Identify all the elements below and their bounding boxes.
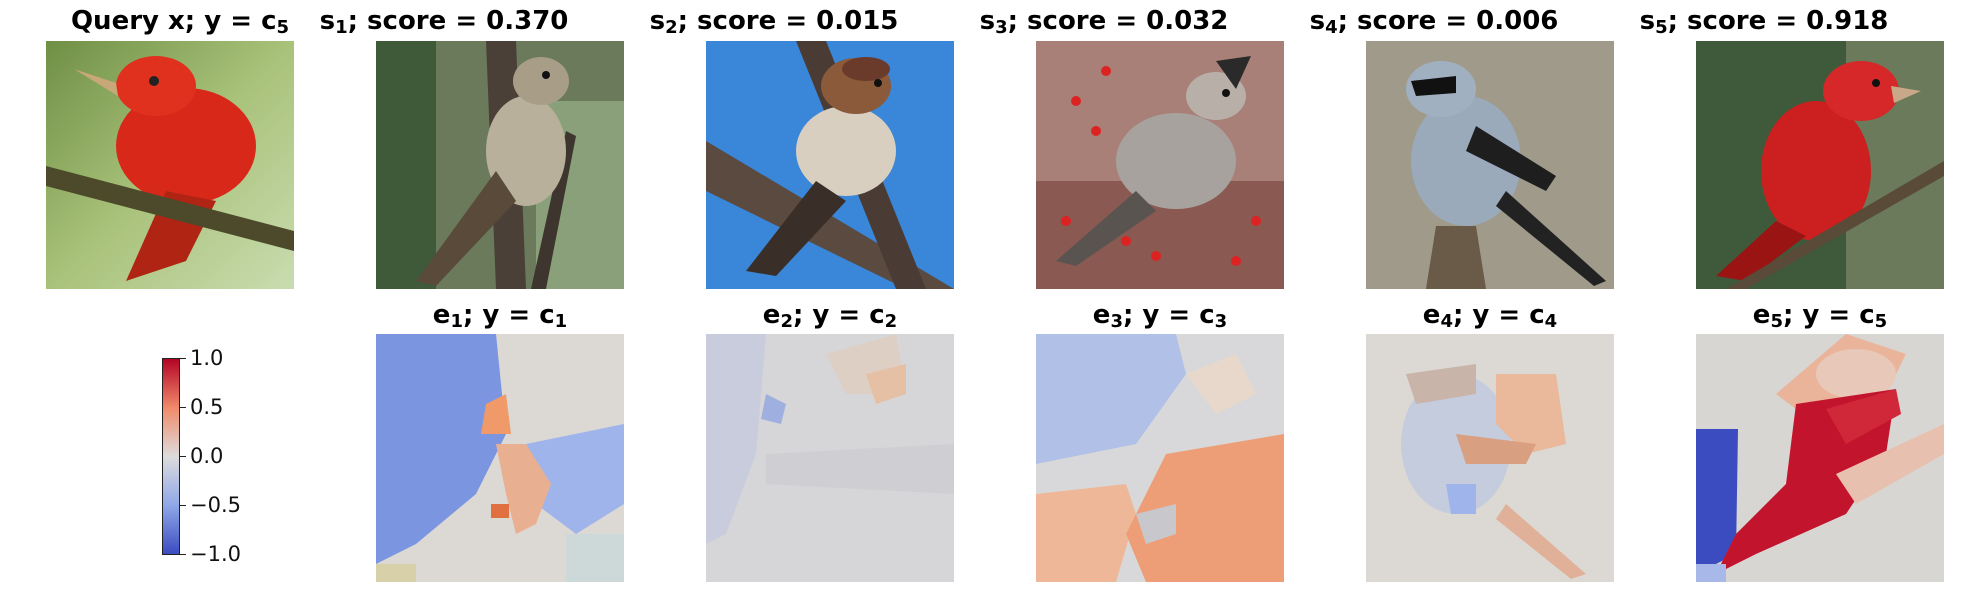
explanation-title-4: e4; y = c4 bbox=[1422, 300, 1558, 332]
source-title-1: s1; score = 0.370 bbox=[319, 6, 569, 38]
colorbar-tick bbox=[180, 505, 186, 506]
colorbar-label: 1.0 bbox=[190, 346, 224, 370]
explanation-map-3 bbox=[1036, 334, 1284, 582]
source-title-5: s5; score = 0.918 bbox=[1639, 6, 1889, 38]
flycatcher-bird-icon bbox=[376, 41, 624, 289]
colorbar bbox=[162, 358, 180, 555]
source-image-3 bbox=[1036, 41, 1284, 289]
explanation-map-1 bbox=[376, 334, 624, 582]
explanation-title-2: e2; y = c2 bbox=[762, 300, 898, 332]
source-title-3: s3; score = 0.032 bbox=[979, 6, 1229, 38]
explanation-title-1: e1; y = c1 bbox=[432, 300, 568, 332]
query-image bbox=[46, 41, 294, 289]
query-title: Query x; y = c5 bbox=[70, 6, 290, 38]
source-image-1 bbox=[376, 41, 624, 289]
colorbar-label: −1.0 bbox=[190, 542, 241, 566]
colorbar-label: 0.0 bbox=[190, 444, 224, 468]
explanation-map-2 bbox=[706, 334, 954, 582]
colorbar-label: −0.5 bbox=[190, 493, 241, 517]
source-image-5 bbox=[1696, 41, 1944, 289]
red-tanager-bird-icon bbox=[1696, 41, 1944, 289]
explanation-title-3: e3; y = c3 bbox=[1092, 300, 1228, 332]
waxwing-bird-icon bbox=[1036, 41, 1284, 289]
explanation-title-5: e5; y = c5 bbox=[1752, 300, 1888, 332]
source-title-4: s4; score = 0.006 bbox=[1309, 6, 1559, 38]
colorbar-tick bbox=[180, 358, 186, 359]
source-image-4 bbox=[1366, 41, 1614, 289]
explanation-map-5 bbox=[1696, 334, 1944, 582]
source-title-2: s2; score = 0.015 bbox=[649, 6, 899, 38]
colorbar-tick bbox=[180, 407, 186, 408]
sparrow-bird-icon bbox=[706, 41, 954, 289]
explanation-map-4 bbox=[1366, 334, 1614, 582]
colorbar-label: 0.5 bbox=[190, 395, 224, 419]
red-bird-icon bbox=[46, 41, 294, 289]
colorbar-tick bbox=[180, 554, 186, 555]
colorbar-tick bbox=[180, 456, 186, 457]
source-image-2 bbox=[706, 41, 954, 289]
shrike-bird-icon bbox=[1366, 41, 1614, 289]
